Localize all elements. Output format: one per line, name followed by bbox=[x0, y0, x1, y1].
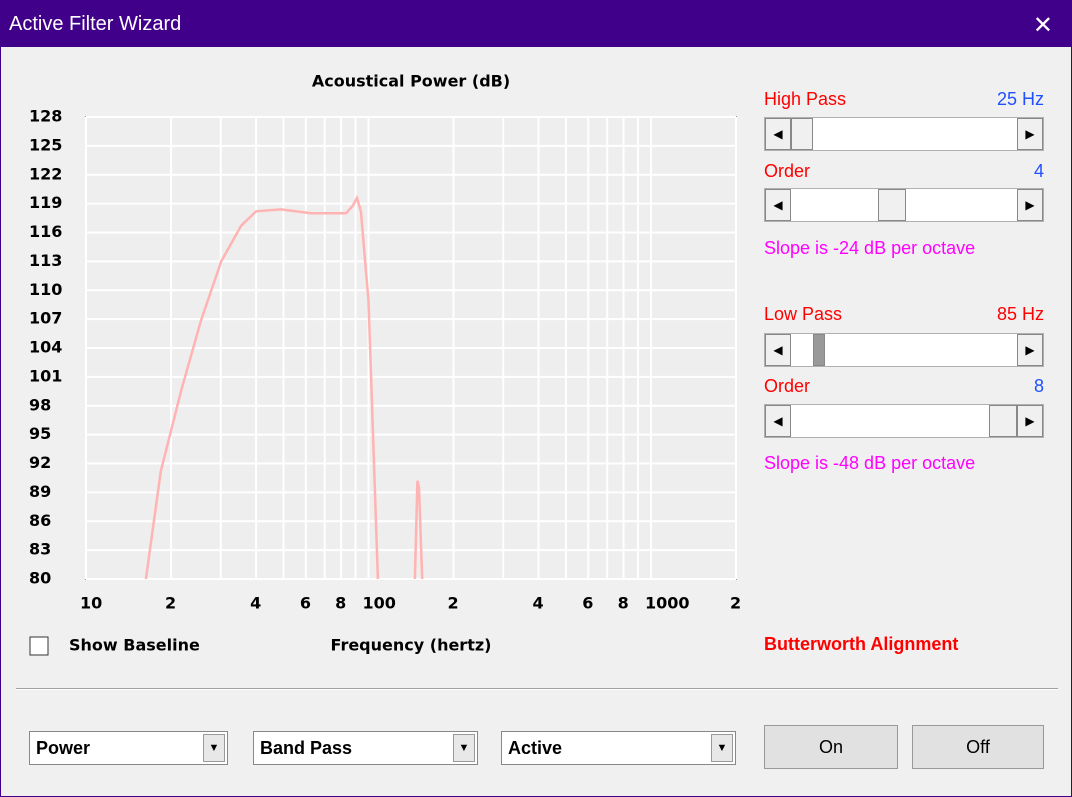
x-tick-label: 4 bbox=[533, 594, 544, 613]
y-tick-label: 104 bbox=[29, 338, 62, 357]
chart-title: Acoustical Power (dB) bbox=[312, 72, 510, 91]
y-tick-label: 101 bbox=[29, 366, 62, 385]
y-tick-label: 110 bbox=[29, 280, 62, 299]
dropdown[interactable]: Power ▼ bbox=[29, 731, 228, 765]
x-tick-label: 100 bbox=[362, 594, 395, 613]
order-value: 4 bbox=[1033, 161, 1044, 181]
close-button[interactable]: ✕ bbox=[1032, 12, 1053, 39]
y-tick-label: 116 bbox=[29, 222, 62, 241]
y-tick-label: 95 bbox=[29, 424, 51, 443]
order-value: 8 bbox=[1033, 376, 1044, 396]
x-tick-label: 2 bbox=[165, 594, 176, 613]
order-label: Order bbox=[764, 161, 811, 181]
low-pass-label: Low Pass bbox=[764, 304, 843, 324]
y-tick-label: 98 bbox=[29, 395, 51, 414]
y-tick-label: 125 bbox=[29, 135, 62, 154]
high-pass-label: High Pass bbox=[764, 89, 847, 109]
x-tick-label: 2 bbox=[448, 594, 459, 613]
title-bar: Active Filter Wizard ✕ bbox=[1, 1, 1071, 47]
dropdown[interactable]: Band Pass ▼ bbox=[253, 731, 478, 765]
y-tick-label: 80 bbox=[29, 569, 51, 588]
x-tick-label: 2 bbox=[730, 594, 741, 613]
high-pass-order-slider[interactable]: ◀ ▶ bbox=[764, 188, 1044, 222]
alignment-text: Butterworth Alignment bbox=[764, 634, 959, 654]
x-tick-label: 8 bbox=[618, 594, 629, 613]
checkbox-label[interactable]: Show Baseline bbox=[69, 636, 200, 655]
y-tick-label: 128 bbox=[29, 107, 62, 126]
dropdown-text: Band Pass bbox=[260, 738, 353, 758]
x-tick-label: 6 bbox=[582, 594, 593, 613]
y-tick-label: 113 bbox=[29, 251, 62, 270]
x-tick-label: 1000 bbox=[645, 594, 690, 613]
y-tick-label: 83 bbox=[29, 540, 51, 559]
chart: Acoustical Power (dB) Frequency (hertz) … bbox=[29, 72, 741, 656]
data-line bbox=[144, 194, 424, 580]
y-tick-label: 119 bbox=[29, 193, 62, 212]
y-tick-label: 107 bbox=[29, 309, 62, 328]
off-button[interactable]: Off bbox=[912, 725, 1044, 769]
y-tick-label: 92 bbox=[29, 453, 51, 472]
x-tick-label: 6 bbox=[300, 594, 311, 613]
x-tick-label: 8 bbox=[335, 594, 346, 613]
low-pass-order-slider[interactable]: ◀ ▶ bbox=[764, 404, 1044, 438]
y-tick-label: 89 bbox=[29, 482, 51, 501]
separator bbox=[16, 688, 1058, 690]
dropdown-text: Active bbox=[508, 738, 563, 758]
dropdown-text: Power bbox=[36, 738, 91, 758]
slope-text: Slope is -24 dB per octave bbox=[764, 238, 976, 258]
checkbox[interactable] bbox=[29, 636, 49, 656]
order-label: Order bbox=[764, 376, 811, 396]
x-axis-title: Frequency (hertz) bbox=[331, 636, 492, 655]
x-tick-label: 10 bbox=[80, 594, 102, 613]
y-tick-label: 86 bbox=[29, 511, 51, 530]
high-pass-slider[interactable]: ◀ ▶ bbox=[764, 117, 1044, 151]
y-tick-label: 122 bbox=[29, 164, 62, 183]
dropdown[interactable]: Active ▼ bbox=[501, 731, 736, 765]
low-pass-value: 85 Hz bbox=[996, 304, 1044, 324]
on-button[interactable]: On bbox=[764, 725, 898, 769]
window-title: Active Filter Wizard bbox=[9, 13, 182, 35]
slope-text: Slope is -48 dB per octave bbox=[764, 453, 976, 473]
high-pass-value: 25 Hz bbox=[996, 89, 1044, 109]
low-pass-slider[interactable]: ◀ ▶ bbox=[764, 333, 1044, 367]
x-tick-label: 4 bbox=[250, 594, 261, 613]
